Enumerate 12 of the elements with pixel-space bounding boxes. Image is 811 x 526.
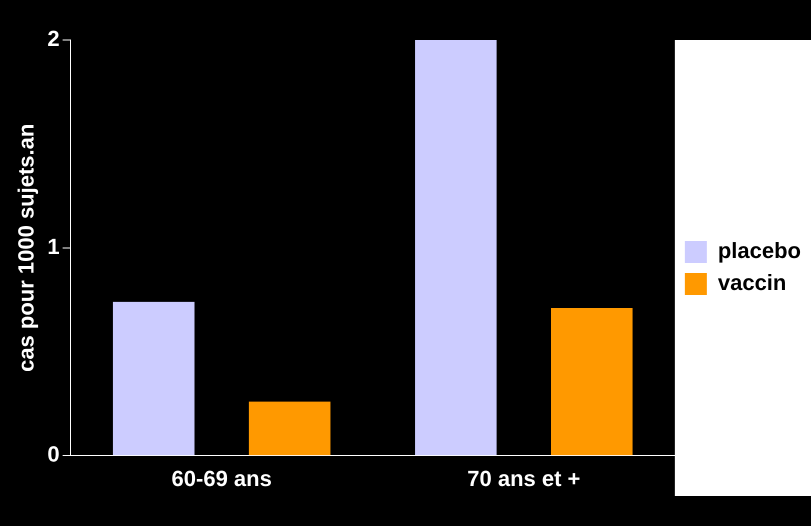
bar	[551, 308, 633, 456]
x-tick-label: 60-69 ans	[172, 466, 272, 491]
y-tick-label: 1	[47, 234, 60, 259]
y-tick-label: 0	[47, 442, 60, 467]
y-axis-title: cas pour 1000 sujets.an	[13, 124, 38, 372]
legend-label: vaccin	[718, 270, 786, 296]
x-tick-label: 70 ans et +	[467, 466, 580, 491]
bar	[112, 302, 195, 456]
bar	[248, 402, 330, 456]
y-tick-label: 2	[47, 26, 60, 52]
bar	[415, 40, 497, 456]
legend-label: placebo	[718, 238, 802, 264]
